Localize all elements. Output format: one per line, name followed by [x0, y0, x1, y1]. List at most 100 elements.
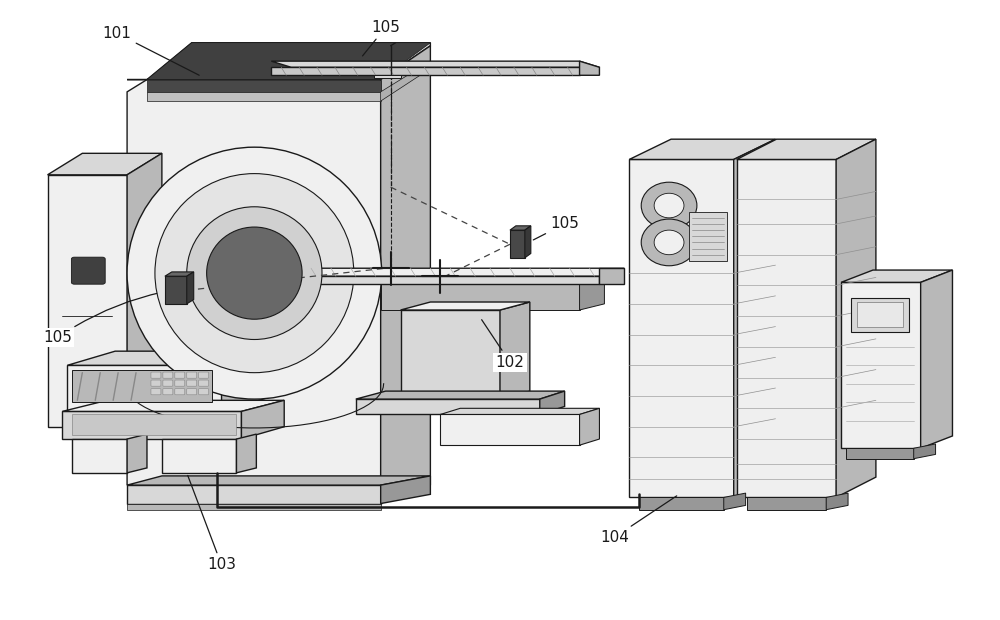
Polygon shape	[846, 448, 914, 459]
Polygon shape	[48, 175, 127, 427]
Ellipse shape	[127, 147, 382, 399]
FancyBboxPatch shape	[187, 372, 197, 378]
Polygon shape	[629, 139, 775, 159]
Polygon shape	[222, 276, 599, 284]
Polygon shape	[857, 302, 903, 327]
Polygon shape	[841, 282, 921, 448]
Polygon shape	[127, 503, 381, 510]
FancyBboxPatch shape	[163, 389, 173, 395]
FancyBboxPatch shape	[71, 257, 105, 284]
Text: 104: 104	[600, 496, 677, 545]
FancyBboxPatch shape	[199, 389, 209, 395]
Text: 105: 105	[43, 292, 162, 345]
FancyBboxPatch shape	[151, 389, 161, 395]
Polygon shape	[374, 75, 401, 78]
Polygon shape	[500, 302, 530, 399]
Polygon shape	[72, 370, 212, 402]
Polygon shape	[356, 399, 540, 414]
Polygon shape	[921, 270, 952, 448]
FancyBboxPatch shape	[163, 380, 173, 386]
Text: 105: 105	[533, 216, 579, 240]
Ellipse shape	[641, 182, 697, 229]
Polygon shape	[67, 365, 222, 412]
Polygon shape	[580, 409, 599, 445]
Polygon shape	[48, 153, 162, 175]
Polygon shape	[162, 439, 236, 473]
Polygon shape	[236, 434, 256, 473]
Polygon shape	[127, 485, 381, 503]
Polygon shape	[127, 79, 381, 485]
Ellipse shape	[155, 174, 354, 373]
Text: 101: 101	[103, 26, 199, 75]
Polygon shape	[639, 497, 724, 510]
FancyBboxPatch shape	[187, 389, 197, 395]
Polygon shape	[401, 310, 500, 399]
Polygon shape	[147, 92, 381, 101]
Polygon shape	[381, 61, 430, 101]
Polygon shape	[165, 272, 194, 276]
Polygon shape	[147, 79, 381, 92]
Polygon shape	[599, 268, 624, 284]
Polygon shape	[401, 302, 530, 310]
Polygon shape	[72, 414, 236, 435]
Polygon shape	[525, 226, 531, 258]
Polygon shape	[724, 493, 746, 510]
Polygon shape	[629, 159, 734, 497]
Polygon shape	[381, 476, 430, 503]
Polygon shape	[127, 153, 162, 427]
Polygon shape	[580, 278, 604, 310]
Polygon shape	[510, 226, 531, 230]
FancyBboxPatch shape	[175, 372, 185, 378]
FancyBboxPatch shape	[187, 380, 197, 386]
Polygon shape	[127, 43, 430, 79]
Polygon shape	[440, 414, 580, 445]
FancyBboxPatch shape	[199, 380, 209, 386]
Polygon shape	[147, 43, 430, 79]
Polygon shape	[62, 412, 241, 439]
Polygon shape	[381, 284, 580, 310]
Polygon shape	[271, 68, 580, 75]
Polygon shape	[127, 476, 430, 485]
Polygon shape	[734, 139, 775, 497]
Polygon shape	[737, 159, 836, 497]
Polygon shape	[381, 278, 604, 284]
Polygon shape	[62, 401, 284, 412]
Polygon shape	[689, 211, 727, 261]
Polygon shape	[127, 434, 147, 473]
Ellipse shape	[207, 227, 302, 319]
Polygon shape	[737, 139, 876, 159]
Polygon shape	[187, 272, 194, 304]
Polygon shape	[356, 391, 565, 399]
Polygon shape	[67, 351, 269, 365]
Polygon shape	[165, 276, 187, 304]
FancyBboxPatch shape	[175, 380, 185, 386]
Polygon shape	[222, 268, 624, 276]
Polygon shape	[271, 61, 599, 68]
Text: 103: 103	[188, 476, 236, 572]
Polygon shape	[836, 139, 876, 497]
Polygon shape	[914, 444, 936, 459]
Ellipse shape	[654, 193, 684, 218]
Polygon shape	[580, 61, 599, 75]
Polygon shape	[841, 270, 952, 282]
Ellipse shape	[641, 219, 697, 266]
Polygon shape	[826, 493, 848, 510]
Polygon shape	[241, 401, 284, 439]
Ellipse shape	[654, 230, 684, 255]
FancyBboxPatch shape	[175, 389, 185, 395]
Text: 105: 105	[363, 20, 400, 56]
Text: 102: 102	[482, 320, 524, 370]
FancyBboxPatch shape	[199, 372, 209, 378]
Ellipse shape	[187, 207, 322, 340]
FancyBboxPatch shape	[163, 372, 173, 378]
FancyBboxPatch shape	[151, 372, 161, 378]
Polygon shape	[72, 439, 127, 473]
Polygon shape	[381, 46, 430, 485]
Polygon shape	[851, 298, 909, 332]
Polygon shape	[510, 230, 525, 258]
Polygon shape	[747, 497, 826, 510]
Polygon shape	[222, 351, 269, 412]
FancyBboxPatch shape	[151, 380, 161, 386]
Polygon shape	[440, 409, 599, 414]
Polygon shape	[540, 391, 565, 414]
